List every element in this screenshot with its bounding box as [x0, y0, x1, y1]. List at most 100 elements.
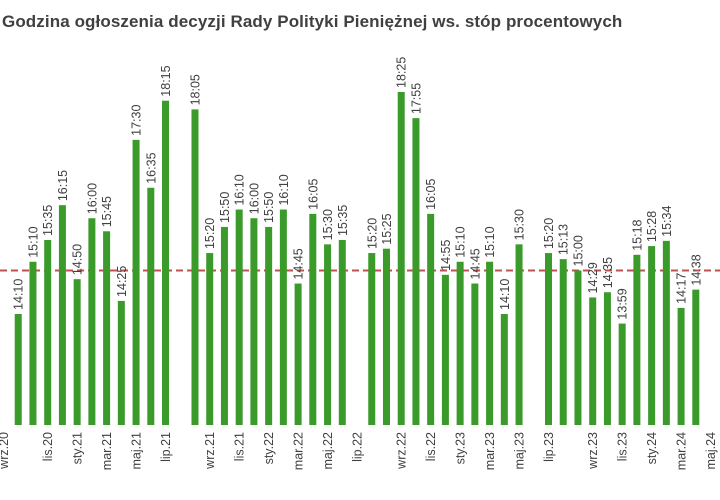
bar-value-label: 15:45	[100, 196, 114, 227]
bar-value-label: 15:35	[41, 205, 55, 236]
bar	[191, 109, 199, 425]
bar	[486, 261, 494, 425]
bar	[589, 297, 597, 425]
bar	[147, 187, 155, 425]
bar-value-label: 14:29	[586, 262, 600, 293]
x-tick-label: lip.23	[542, 432, 556, 462]
bar-value-label: 16:15	[56, 170, 70, 201]
bar-value-label: 14:17	[675, 273, 689, 304]
bar	[545, 253, 553, 425]
x-tick-label: sty.22	[262, 432, 276, 464]
bar	[662, 240, 670, 425]
bar-value-label: 15:10	[26, 226, 40, 257]
bar	[559, 259, 567, 425]
bar	[58, 205, 66, 425]
x-tick-label: wrz.22	[395, 432, 409, 470]
bar	[368, 253, 376, 425]
x-tick-label: lis.20	[41, 432, 55, 461]
x-tick-label: mar.22	[292, 432, 306, 470]
bar	[220, 226, 228, 425]
bar-value-label: 14:10	[12, 279, 26, 310]
chart-title: Godzina ogłoszenia decyzji Rady Polityki…	[2, 12, 623, 31]
bar-value-label: 16:35	[144, 152, 158, 183]
x-tick-label: mar.23	[483, 432, 497, 470]
bar	[309, 213, 317, 425]
bar	[132, 139, 140, 425]
bar	[117, 300, 125, 425]
bar	[618, 323, 626, 425]
bar-value-label: 14:45	[468, 248, 482, 279]
x-tick-label: lis.21	[233, 432, 247, 461]
bar-value-label: 15:18	[630, 219, 644, 250]
bar	[235, 209, 243, 425]
bar	[515, 244, 523, 425]
bar	[73, 279, 81, 425]
bar-value-label: 16:05	[306, 179, 320, 210]
x-tick-label: mar.24	[675, 432, 689, 470]
x-tick-label: maj.21	[130, 432, 144, 470]
x-tick-label: wrz.20	[0, 432, 11, 470]
bar-value-label: 14:45	[292, 248, 306, 279]
bar-value-label: 14:25	[115, 266, 129, 297]
bar	[574, 270, 582, 425]
x-tick-label: lis.23	[616, 432, 630, 461]
bar-value-label: 15:35	[336, 205, 350, 236]
x-tick-label: mar.21	[100, 432, 114, 470]
bar	[471, 283, 479, 425]
bar-value-label: 15:10	[454, 226, 468, 257]
bar-value-label: 15:20	[203, 218, 217, 249]
bar-value-label: 15:10	[483, 226, 497, 257]
bar	[29, 261, 37, 425]
bar-value-label: 15:30	[513, 209, 527, 240]
bar	[382, 248, 390, 425]
bar-value-label: 18:25	[395, 57, 409, 88]
x-tick-label: maj.23	[513, 432, 527, 470]
bar	[427, 213, 435, 425]
bar	[88, 218, 96, 425]
bar-value-label: 15:50	[262, 192, 276, 223]
bar	[294, 283, 302, 425]
bar-value-label: 15:13	[557, 224, 571, 255]
bar-value-label: 18:05	[188, 74, 202, 105]
bar-value-label: 15:00	[571, 235, 585, 266]
bar-value-label: 16:00	[247, 183, 261, 214]
bar	[633, 254, 641, 425]
bar-value-label: 16:00	[85, 183, 99, 214]
bar	[250, 218, 258, 425]
bar	[265, 226, 273, 425]
x-tick-label: sty.23	[454, 432, 468, 464]
x-tick-label: maj.22	[321, 432, 335, 470]
x-tick-label: wrz.21	[203, 432, 217, 470]
bar	[103, 231, 111, 425]
bar-value-label: 17:30	[130, 105, 144, 136]
bar	[677, 307, 685, 425]
bar-value-label: 15:50	[218, 192, 232, 223]
x-tick-label: sty.21	[71, 432, 85, 464]
bar	[412, 118, 420, 425]
bar-value-label: 14:50	[71, 244, 85, 275]
bar-value-label: 16:05	[424, 179, 438, 210]
bar-value-label: 18:15	[159, 65, 173, 96]
bar-value-label: 16:10	[277, 174, 291, 205]
bar	[44, 240, 52, 425]
bar-value-label: 17:55	[409, 83, 423, 114]
bar-value-label: 14:10	[498, 279, 512, 310]
bar-value-label: 14:38	[689, 254, 703, 285]
bar-value-label: 16:10	[233, 174, 247, 205]
bar-value-label: 15:20	[542, 218, 556, 249]
bar	[692, 289, 700, 425]
bar-value-label: 14:55	[439, 239, 453, 270]
bar	[324, 244, 332, 425]
bar	[603, 292, 611, 425]
bar-value-label: 15:25	[380, 213, 394, 244]
bar	[338, 240, 346, 425]
bar	[456, 261, 464, 425]
bar-value-label: 14:35	[601, 257, 615, 288]
x-tick-label: lip.22	[351, 432, 365, 462]
bar-value-label: 13:59	[616, 288, 630, 319]
x-tick-label: lis.22	[424, 432, 438, 461]
bar-value-label: 15:30	[321, 209, 335, 240]
x-tick-label: wrz.23	[586, 432, 600, 470]
bar	[397, 92, 405, 425]
